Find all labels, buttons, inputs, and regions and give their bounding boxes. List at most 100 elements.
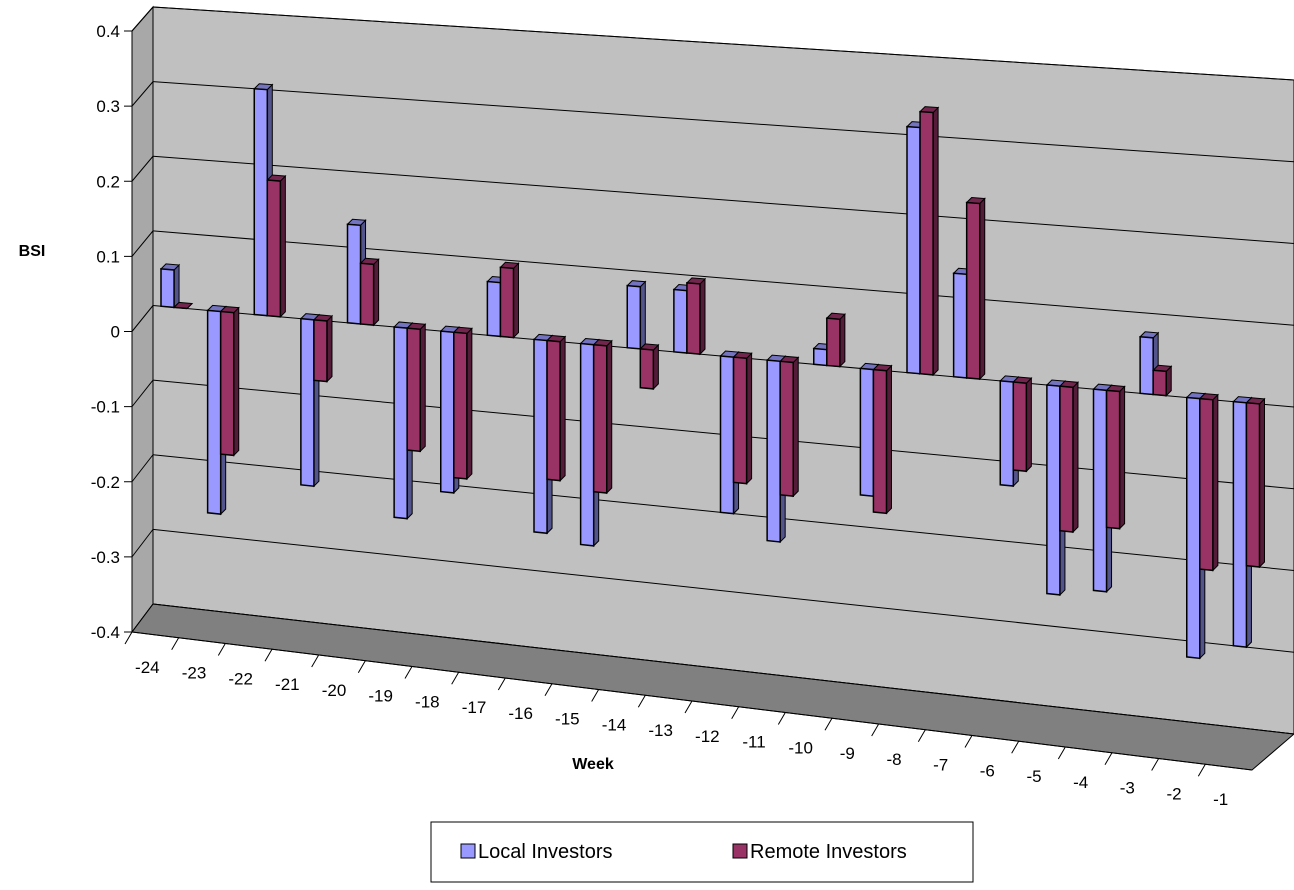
x-tick-label: -6 <box>980 761 995 780</box>
bar <box>872 364 893 515</box>
y-axis: 0.4 0.3 0.2 0.1 0 -0.1 -0.2 -0.3 -0.4 <box>91 22 133 642</box>
bar-front <box>719 355 735 515</box>
x-tick <box>731 706 740 720</box>
gridline <box>152 603 1294 735</box>
bar <box>685 277 707 356</box>
x-tick <box>264 648 273 662</box>
bar-front <box>440 330 455 494</box>
bar <box>1198 393 1219 572</box>
bar <box>172 301 194 310</box>
legend: Local Investors Remote Investors <box>430 821 974 883</box>
bar-front <box>779 360 794 497</box>
x-tick <box>871 723 880 737</box>
bar-front <box>219 310 235 457</box>
x-tick-label: -16 <box>508 704 533 723</box>
bar-front <box>639 348 655 390</box>
x-tick <box>497 677 506 691</box>
bar-front <box>1046 384 1061 596</box>
y-tick-label: 0.4 <box>96 22 120 41</box>
bar <box>219 306 240 457</box>
gridline-side <box>131 81 154 107</box>
x-tick <box>777 712 786 725</box>
legend-label-remote: Remote Investors <box>750 841 907 863</box>
bar <box>159 263 181 309</box>
gridline-side <box>131 6 154 32</box>
x-tick-label: -8 <box>886 750 901 769</box>
gridline <box>152 528 1294 653</box>
x-tick-label: -7 <box>933 756 948 775</box>
legend-box <box>430 821 974 883</box>
y-tick-label: 0.2 <box>96 172 120 191</box>
gridline-side <box>131 155 154 182</box>
bar <box>266 174 287 319</box>
y-tick-label: -0.3 <box>91 548 120 567</box>
x-tick <box>824 717 833 731</box>
bar-front <box>673 288 688 354</box>
x-tick <box>1011 740 1020 754</box>
bar-front <box>1199 397 1214 572</box>
bar-front <box>906 125 921 375</box>
bar-front <box>1152 369 1167 397</box>
bar-front <box>766 359 781 543</box>
bar <box>626 280 647 351</box>
bar-front <box>1139 335 1154 396</box>
bar-front <box>300 317 315 488</box>
x-tick <box>124 631 133 645</box>
y-tick-label: -0.4 <box>91 623 120 642</box>
x-tick-label: -2 <box>1166 784 1181 803</box>
y-tick-label: -0.1 <box>91 398 120 417</box>
bar-front <box>266 179 282 318</box>
x-tick <box>357 660 366 674</box>
gridline-side <box>131 603 154 633</box>
x-tick-label: -14 <box>602 715 627 734</box>
gridline-side <box>131 379 154 407</box>
bar-front <box>999 380 1015 487</box>
x-tick-label: -17 <box>462 698 487 717</box>
x-tick-label: -19 <box>368 687 393 706</box>
x-tick <box>1104 752 1113 766</box>
bar <box>825 312 846 368</box>
bar-front <box>160 268 175 309</box>
bar <box>779 355 800 498</box>
x-tick <box>964 735 973 748</box>
x-tick-label: -4 <box>1073 773 1088 792</box>
x-tick <box>637 694 646 708</box>
bar-front <box>206 309 222 515</box>
bar <box>499 261 520 339</box>
y-tick-label: -0.2 <box>91 473 120 492</box>
x-tick-label: -12 <box>695 727 720 746</box>
x-tick <box>544 683 553 697</box>
bar-front <box>952 272 968 379</box>
x-tick-label: -11 <box>742 733 765 752</box>
series-1 <box>172 106 1266 572</box>
x-tick-label: -9 <box>840 744 855 763</box>
bar-front <box>626 284 642 350</box>
bar <box>393 321 414 520</box>
x-tick <box>171 637 180 651</box>
bar-front <box>406 327 421 453</box>
bar-front <box>1012 381 1028 473</box>
gridline-side <box>131 529 154 558</box>
y-tick-label: 0.1 <box>96 247 120 266</box>
x-tick <box>1057 746 1066 760</box>
bar-front <box>1092 388 1108 593</box>
bar-front <box>173 306 188 310</box>
bar-front <box>686 282 701 355</box>
bar <box>918 106 940 377</box>
legend-label-local: Local Investors <box>478 841 613 863</box>
bar-front <box>453 331 468 480</box>
bar-front <box>592 343 608 494</box>
bar-front <box>546 339 561 482</box>
bar-front <box>486 280 502 338</box>
bar-front <box>1105 389 1121 530</box>
legend-swatch-local <box>460 843 476 859</box>
y-tick-label: 0.3 <box>96 97 120 116</box>
bar <box>732 351 753 485</box>
x-tick <box>591 689 600 702</box>
bar <box>1012 376 1033 473</box>
bar-front <box>579 342 595 547</box>
bar <box>452 326 473 481</box>
x-tick <box>404 666 413 679</box>
bar-front <box>1186 396 1201 660</box>
